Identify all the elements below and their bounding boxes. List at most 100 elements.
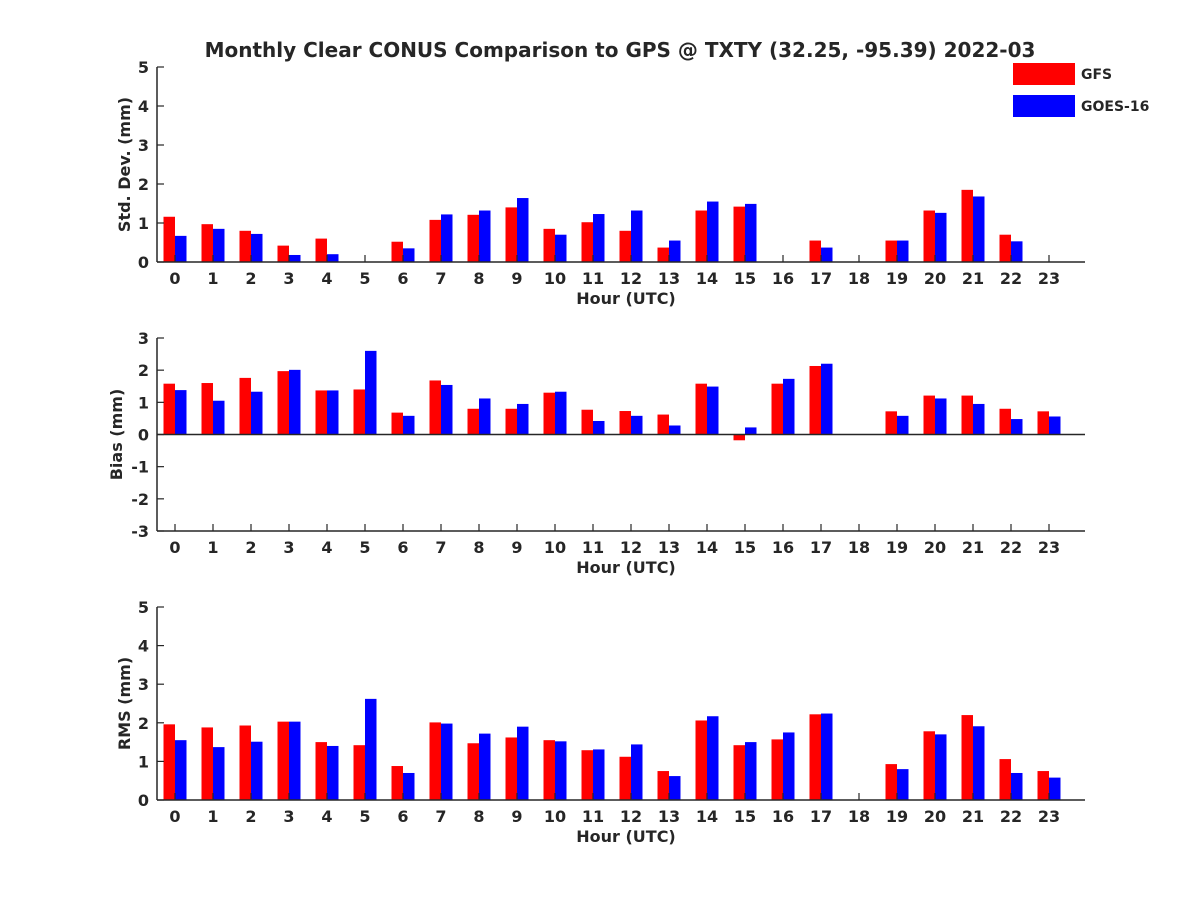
- bar-goes16-4: [327, 390, 339, 435]
- bar-gfs-12: [619, 411, 631, 435]
- bar-goes16-17: [821, 247, 833, 262]
- x-tick-label: 23: [1038, 269, 1060, 288]
- x-tick-label: 1: [207, 269, 218, 288]
- x-tick-label: 21: [962, 807, 984, 826]
- bar-gfs-22: [999, 408, 1011, 435]
- y-tick-label: 4: [138, 637, 149, 656]
- bar-gfs-7: [429, 380, 441, 435]
- x-tick-label: 13: [658, 807, 680, 826]
- bar-goes16-5: [365, 350, 377, 435]
- bar-gfs-5: [353, 745, 365, 800]
- bar-gfs-12: [619, 230, 631, 262]
- y-tick-label: 3: [138, 329, 149, 348]
- bar-goes16-0: [175, 235, 187, 262]
- x-tick-label: 15: [734, 538, 756, 557]
- x-tick-label: 20: [924, 807, 946, 826]
- bar-goes16-15: [745, 742, 757, 800]
- bar-goes16-0: [175, 740, 187, 800]
- bar-gfs-20: [923, 210, 935, 262]
- bar-gfs-0: [163, 383, 175, 435]
- x-tick-label: 22: [1000, 807, 1022, 826]
- bar-goes16-19: [897, 240, 909, 262]
- y-tick-label: 3: [138, 675, 149, 694]
- x-tick-label: 3: [283, 538, 294, 557]
- x-tick-label: 7: [435, 269, 446, 288]
- y-tick-label: 2: [138, 361, 149, 380]
- bar-gfs-6: [391, 766, 403, 800]
- x-tick-label: 7: [435, 807, 446, 826]
- x-tick-label: 14: [696, 807, 718, 826]
- x-tick-label: 10: [544, 538, 566, 557]
- bar-gfs-1: [201, 383, 213, 435]
- x-tick-label: 19: [886, 269, 908, 288]
- x-tick-label: 8: [473, 807, 484, 826]
- bar-gfs-8: [467, 214, 479, 262]
- x-tick-label: 2: [245, 807, 256, 826]
- legend-label-goes16: GOES-16: [1081, 99, 1149, 115]
- bar-goes16-19: [897, 415, 909, 435]
- bar-gfs-11: [581, 222, 593, 262]
- bar-gfs-3: [277, 245, 289, 262]
- x-tick-label: 0: [169, 269, 180, 288]
- bar-gfs-1: [201, 224, 213, 262]
- bar-goes16-22: [1011, 419, 1023, 435]
- bar-goes16-16: [783, 732, 795, 800]
- legend-swatch-goes16: [1013, 95, 1075, 117]
- bar-gfs-9: [505, 207, 517, 262]
- x-axis-label: Hour (UTC): [576, 289, 676, 308]
- bar-goes16-2: [251, 391, 263, 435]
- bar-gfs-0: [163, 216, 175, 262]
- x-tick-label: 9: [511, 269, 522, 288]
- bar-goes16-15: [745, 203, 757, 262]
- bar-gfs-17: [809, 365, 821, 435]
- x-tick-label: 5: [359, 538, 370, 557]
- bar-gfs-15: [733, 745, 745, 800]
- bar-gfs-3: [277, 371, 289, 435]
- bar-gfs-15: [733, 206, 745, 262]
- y-tick-label: 2: [138, 175, 149, 194]
- bar-goes16-17: [821, 713, 833, 800]
- x-tick-label: 2: [245, 269, 256, 288]
- x-tick-label: 4: [321, 807, 332, 826]
- bar-gfs-13: [657, 414, 669, 435]
- bar-gfs-13: [657, 771, 669, 800]
- x-tick-label: 10: [544, 807, 566, 826]
- x-tick-label: 8: [473, 538, 484, 557]
- chart-title: Monthly Clear CONUS Comparison to GPS @ …: [205, 38, 1036, 62]
- bar-gfs-2: [239, 230, 251, 262]
- bar-goes16-13: [669, 425, 681, 435]
- bar-gfs-3: [277, 721, 289, 800]
- x-tick-label: 9: [511, 538, 522, 557]
- bar-gfs-21: [961, 395, 973, 435]
- bar-gfs-20: [923, 395, 935, 435]
- bar-goes16-17: [821, 363, 833, 435]
- bar-goes16-11: [593, 214, 605, 262]
- bar-gfs-20: [923, 731, 935, 800]
- bar-gfs-0: [163, 724, 175, 800]
- bar-goes16-9: [517, 403, 529, 435]
- bar-goes16-9: [517, 198, 529, 262]
- bar-goes16-21: [973, 196, 985, 262]
- bar-gfs-19: [885, 240, 897, 262]
- bar-goes16-22: [1011, 241, 1023, 262]
- x-tick-label: 12: [620, 538, 642, 557]
- y-tick-label: 0: [138, 253, 149, 272]
- bar-goes16-20: [935, 212, 947, 262]
- bar-goes16-5: [365, 698, 377, 800]
- bar-goes16-3: [289, 369, 301, 435]
- bar-gfs-4: [315, 742, 327, 800]
- bar-gfs-10: [543, 392, 555, 435]
- y-tick-label: 2: [138, 714, 149, 733]
- y-axis-label: Bias (mm): [107, 389, 126, 481]
- bar-gfs-22: [999, 234, 1011, 262]
- bar-goes16-7: [441, 384, 453, 435]
- bar-gfs-14: [695, 210, 707, 262]
- bar-gfs-8: [467, 743, 479, 800]
- y-tick-label: 1: [138, 214, 149, 233]
- bar-gfs-14: [695, 383, 707, 435]
- bar-gfs-10: [543, 740, 555, 800]
- bar-gfs-16: [771, 739, 783, 800]
- bar-goes16-4: [327, 745, 339, 800]
